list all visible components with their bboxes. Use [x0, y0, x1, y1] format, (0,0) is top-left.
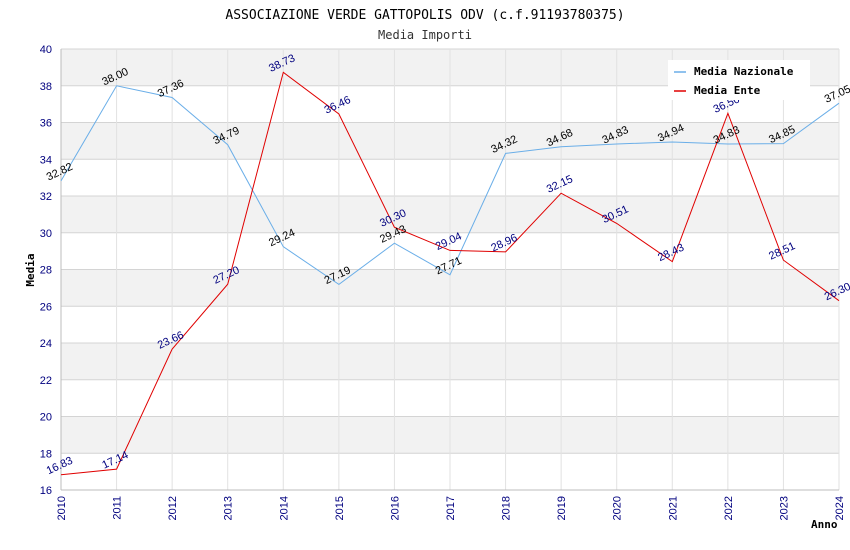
- legend-box: [668, 60, 810, 100]
- x-tick-2020: 2020: [612, 496, 624, 520]
- y-tick-30: 30: [40, 228, 52, 240]
- x-axis-title: Anno: [811, 518, 838, 531]
- series-line-media-nazionale: [60, 85, 840, 286]
- y-tick-16: 16: [40, 485, 52, 497]
- x-tick-2016: 2016: [389, 496, 401, 520]
- y-tick-22: 22: [40, 375, 52, 387]
- legend-label-media-nazionale: Media Nazionale: [694, 65, 794, 78]
- x-tick-2021: 2021: [667, 496, 679, 520]
- x-tick-2015: 2015: [334, 496, 346, 520]
- x-tick-2023: 2023: [778, 496, 790, 520]
- y-tick-36: 36: [40, 118, 52, 130]
- legend-label-media-ente: Media Ente: [694, 84, 761, 97]
- data-label-media-ente-2023: 28.51: [767, 240, 797, 263]
- x-tick-2012: 2012: [167, 496, 179, 520]
- y-tick-40: 40: [40, 44, 52, 56]
- y-tick-34: 34: [40, 154, 52, 166]
- x-tick-2011: 2011: [112, 496, 124, 520]
- y-tick-38: 38: [40, 81, 52, 93]
- y-tick-24: 24: [40, 338, 52, 350]
- chart-subtitle: Media Importi: [378, 28, 472, 42]
- chart-title: ASSOCIAZIONE VERDE GATTOPOLIS ODV (c.f.9…: [225, 8, 624, 23]
- data-label-media-ente-2019: 32.15: [545, 173, 575, 196]
- grid-lines: [60, 48, 840, 491]
- y-tick-18: 18: [40, 448, 52, 460]
- y-axis-title: Media: [24, 253, 37, 286]
- y-tick-28: 28: [40, 265, 52, 277]
- x-tick-2019: 2019: [556, 496, 568, 520]
- series-line-media-ente: [60, 71, 840, 476]
- legend: Media Nazionale Media Ente: [668, 60, 810, 100]
- x-tick-2013: 2013: [223, 496, 235, 520]
- x-tick-2010: 2010: [56, 496, 68, 520]
- y-tick-labels: 16 18 20 22 24 26 28 30 32 34 36 38 40: [40, 44, 52, 497]
- y-tick-26: 26: [40, 301, 52, 313]
- data-label-media-nazionale-2024: 37.05: [823, 83, 850, 106]
- x-tick-2017: 2017: [445, 496, 457, 520]
- data-label-media-ente-2018: 28.96: [489, 232, 519, 255]
- x-tick-2014: 2014: [278, 496, 290, 520]
- y-tick-20: 20: [40, 412, 52, 424]
- x-tick-labels: 2010 2011 2012 2013 2014 2015 2016 2017 2018 2019…: [56, 496, 846, 520]
- series-lines: [60, 71, 840, 476]
- x-tick-2018: 2018: [501, 496, 513, 520]
- y-tick-32: 32: [40, 191, 52, 203]
- x-tick-2024: 2024: [834, 496, 846, 520]
- axes: [60, 49, 839, 491]
- x-tick-2022: 2022: [723, 496, 735, 520]
